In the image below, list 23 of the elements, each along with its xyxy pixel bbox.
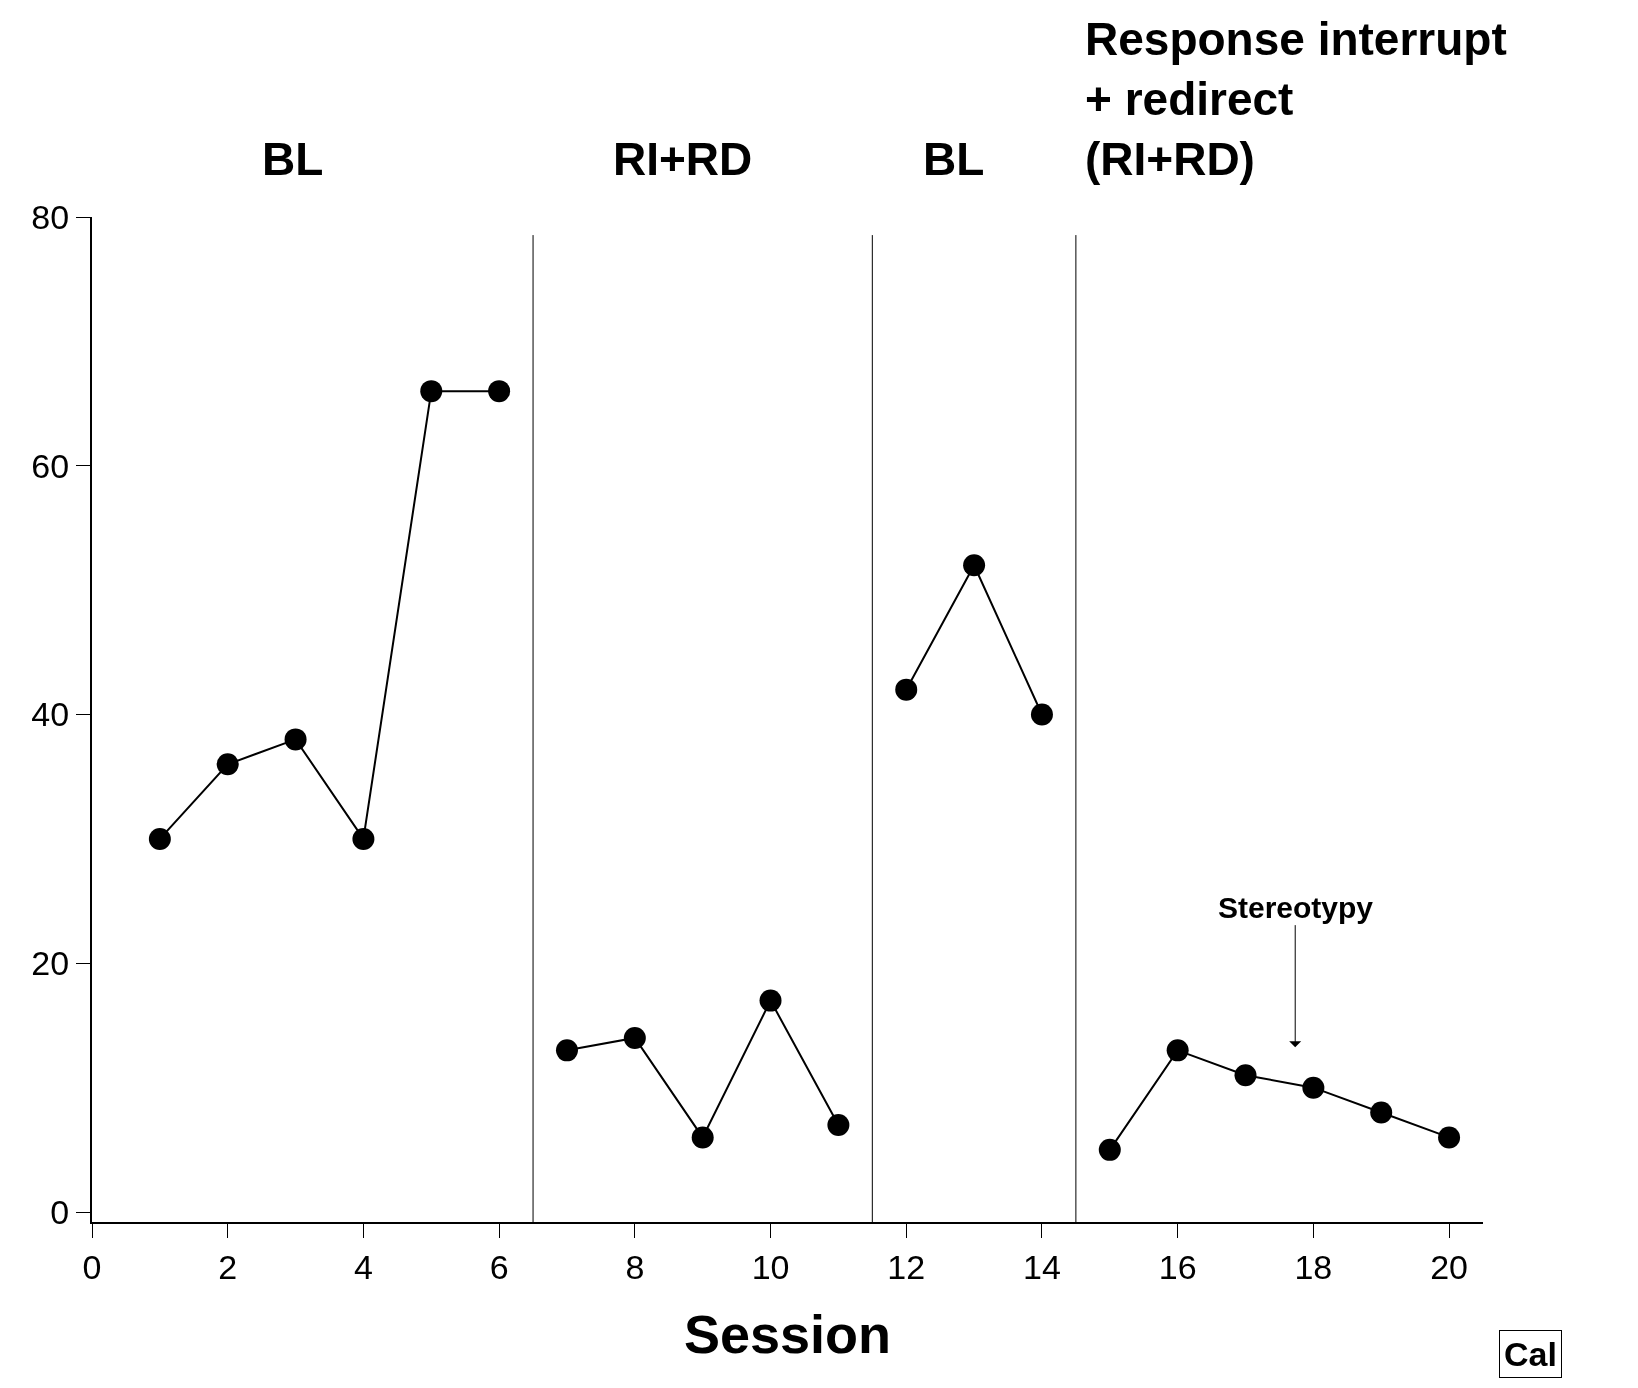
x-tick-label: 4	[353, 1247, 373, 1286]
x-tick-label: 6	[489, 1247, 509, 1286]
text: Cal	[1504, 1335, 1557, 1373]
annotation: Stereotypy	[1218, 891, 1374, 924]
text: Response interrupt + redirect (RI+RD)	[1085, 13, 1507, 185]
x-axis-title: Session	[683, 1303, 892, 1364]
x-tick-label: 18	[1294, 1247, 1333, 1286]
x-tick-label: 8	[625, 1247, 645, 1286]
y-tick-label: 40	[31, 695, 70, 734]
text: RI+RD	[613, 133, 753, 185]
x-tick-label: 10	[751, 1247, 790, 1286]
x-tick-label: 16	[1158, 1247, 1197, 1286]
x-tick-label: 0	[82, 1247, 102, 1286]
x-tick-label: 14	[1023, 1247, 1061, 1286]
text: BL	[262, 133, 324, 185]
x-tick-label: 12	[887, 1247, 926, 1286]
y-tick-label: 80	[31, 197, 70, 236]
y-tick-label: 60	[31, 446, 70, 485]
y-tick-label: 20	[31, 944, 70, 983]
y-tick-label: 0	[50, 1192, 70, 1231]
x-tick-label: 2	[218, 1247, 238, 1286]
text: BL	[923, 133, 985, 185]
x-tick-label: 20	[1430, 1247, 1468, 1286]
